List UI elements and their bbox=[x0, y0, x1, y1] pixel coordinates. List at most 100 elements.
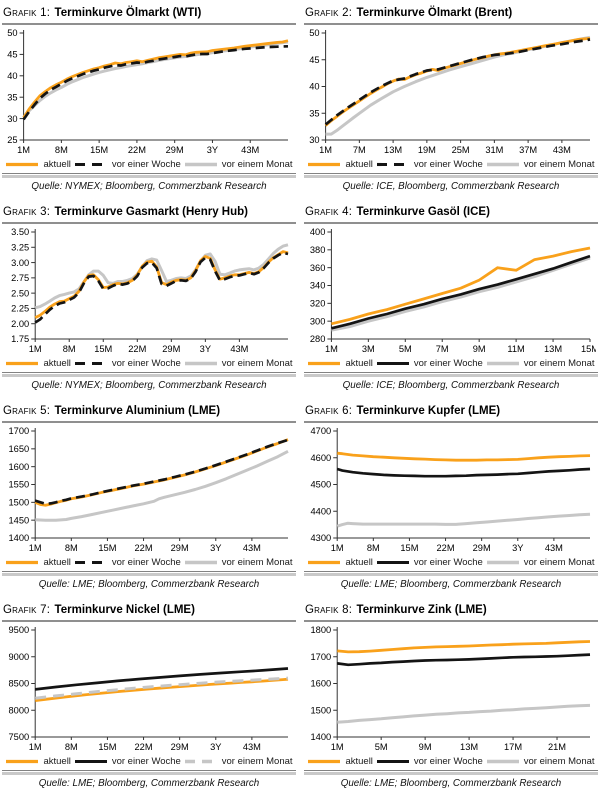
line-chart: 1400 1450 1500 1550 1600 1650 1700 1M 8M 15M 22M 29… bbox=[9, 426, 289, 553]
x-tick-label: 7M bbox=[353, 145, 366, 155]
chart-title: Terminkurve Ölmarkt (WTI) bbox=[54, 7, 202, 19]
chart-label: Grafik 5: bbox=[3, 405, 51, 417]
x-tick-label: 9M bbox=[419, 742, 432, 752]
chart-titlebar: Grafik 8: Terminkurve Zink (LME) bbox=[304, 600, 598, 619]
x-tick-label: 5M bbox=[399, 344, 412, 354]
y-tick-label: 8500 bbox=[9, 679, 30, 689]
legend-label: vor einem Monat bbox=[523, 755, 595, 767]
legend-item: vor einer Woche bbox=[74, 358, 181, 369]
legend-swatch bbox=[74, 560, 107, 564]
separator-rule-light bbox=[2, 175, 296, 178]
y-tick-label: 1700 bbox=[311, 652, 332, 662]
y-tick-label: 1500 bbox=[311, 705, 332, 715]
chart-label: Grafik 4: bbox=[305, 206, 353, 218]
chart-panel: Grafik 3: Terminkurve Gasmarkt (Henry Hu… bbox=[2, 202, 296, 392]
legend-label: vor einer Woche bbox=[413, 158, 483, 170]
source-note: Quelle: ICE; Bloomberg, Commerzbank Rese… bbox=[342, 380, 560, 391]
legend-swatch bbox=[184, 759, 217, 763]
legend-label: vor einer Woche bbox=[111, 755, 181, 767]
legend-item: vor einer Woche bbox=[74, 159, 181, 170]
y-tick-label: 1650 bbox=[9, 444, 30, 454]
series-line-0 bbox=[324, 37, 591, 127]
legend-label: vor einer Woche bbox=[111, 556, 181, 568]
separator-rule-light bbox=[304, 573, 598, 576]
legend-label: vor einer Woche bbox=[413, 755, 483, 767]
legend-label: vor einem Monat bbox=[221, 158, 293, 170]
x-tick-label: 15M bbox=[400, 543, 418, 553]
chart-title: Terminkurve Zink (LME) bbox=[356, 604, 487, 616]
source-note: Quelle: LME; Bloomberg, Commerzbank Rese… bbox=[38, 778, 260, 789]
x-tick-label: 7M bbox=[436, 344, 449, 354]
x-tick-label: 1M bbox=[17, 145, 30, 155]
x-tick-label: 29M bbox=[166, 145, 184, 155]
legend-item: aktuell bbox=[307, 159, 373, 170]
series-line-1 bbox=[34, 438, 289, 506]
y-tick-label: 1600 bbox=[9, 462, 30, 472]
x-tick-label: 3Y bbox=[200, 344, 211, 354]
chart-title: Terminkurve Kupfer (LME) bbox=[356, 405, 501, 417]
chart-label: Grafik 8: bbox=[305, 604, 353, 616]
y-tick-label: 35 bbox=[309, 108, 319, 118]
y-tick-label: 4300 bbox=[311, 533, 332, 543]
x-tick-label: 29M bbox=[162, 344, 180, 354]
chart-label: Grafik 1: bbox=[3, 7, 51, 19]
legend-swatch bbox=[486, 560, 519, 564]
x-tick-label: 8M bbox=[65, 543, 78, 553]
series-line-0 bbox=[35, 677, 289, 702]
legend-label: vor einer Woche bbox=[111, 158, 181, 170]
y-tick-label: 40 bbox=[7, 71, 17, 81]
source-note: Quelle: NYMEX; Bloomberg, Commerzbank Re… bbox=[31, 181, 267, 192]
x-tick-label: 1M bbox=[331, 543, 344, 553]
y-tick-label: 320 bbox=[310, 299, 326, 309]
chart-panel: Grafik 5: Terminkurve Aluminium (LME) 14… bbox=[2, 401, 296, 591]
legend-item: aktuell bbox=[307, 357, 373, 369]
legend-item: vor einem Monat bbox=[184, 557, 293, 568]
y-tick-label: 50 bbox=[7, 28, 17, 38]
x-tick-label: 1M bbox=[29, 742, 42, 752]
series-line-2 bbox=[331, 256, 591, 332]
x-tick-label: 3Y bbox=[210, 742, 221, 752]
title-rule bbox=[304, 23, 598, 25]
legend-label: aktuell bbox=[345, 357, 373, 369]
x-tick-label: 19M bbox=[418, 145, 436, 155]
source-note: Quelle: LME; Bloomberg, Commerzbank Rese… bbox=[340, 579, 562, 590]
series-line-0 bbox=[337, 640, 591, 654]
legend-item: aktuell bbox=[307, 756, 373, 767]
legend-item: aktuell bbox=[5, 159, 71, 170]
separator-rule bbox=[2, 173, 296, 178]
y-tick-label: 400 bbox=[310, 227, 326, 237]
x-tick-label: 43M bbox=[241, 145, 259, 155]
y-tick-label: 35 bbox=[7, 92, 17, 102]
chart-title: Terminkurve Nickel (LME) bbox=[54, 604, 195, 616]
legend-swatch bbox=[74, 361, 107, 365]
line-chart: 7500 8000 8500 9000 9500 1M 8M 15M 22M 29M 3Y 43M bbox=[9, 625, 289, 752]
legend-item: vor einer Woche bbox=[376, 557, 483, 568]
separator-rule-light bbox=[304, 772, 598, 775]
series-line-2 bbox=[22, 40, 289, 119]
legend-label: vor einer Woche bbox=[413, 357, 483, 369]
series-line-1 bbox=[35, 667, 289, 691]
x-tick-label: 22M bbox=[134, 543, 152, 553]
x-tick-label: 1M bbox=[29, 543, 42, 553]
legend-swatch bbox=[376, 162, 409, 166]
x-tick-label: 21M bbox=[548, 742, 566, 752]
title-rule bbox=[2, 23, 296, 25]
legend-item: vor einer Woche bbox=[74, 557, 181, 568]
x-tick-label: 13M bbox=[384, 145, 402, 155]
legend-swatch bbox=[184, 361, 217, 365]
y-tick-label: 1700 bbox=[9, 426, 30, 436]
separator-rule-light bbox=[2, 374, 296, 377]
y-tick-label: 4500 bbox=[311, 480, 332, 490]
chart-titlebar: Grafik 5: Terminkurve Aluminium (LME) bbox=[2, 401, 296, 420]
chart-titlebar: Grafik 4: Terminkurve Gasöl (ICE) bbox=[304, 202, 598, 221]
y-tick-label: 30 bbox=[7, 114, 17, 124]
report-page: Grafik 1: Terminkurve Ölmarkt (WTI) 25 30… bbox=[2, 7, 598, 789]
chart-panel: Grafik 6: Terminkurve Kupfer (LME) 4300 4… bbox=[304, 401, 598, 591]
x-tick-label: 15M bbox=[98, 742, 116, 752]
series-line-2 bbox=[336, 512, 591, 528]
x-tick-label: 15M bbox=[90, 145, 108, 155]
line-chart: 25 30 35 40 45 50 1M 8M 15M 22M 29M 3Y 43M bbox=[7, 28, 289, 155]
x-tick-label: 3Y bbox=[207, 145, 218, 155]
legend-item: vor einem Monat bbox=[486, 557, 595, 568]
legend-label: vor einem Monat bbox=[523, 158, 595, 170]
